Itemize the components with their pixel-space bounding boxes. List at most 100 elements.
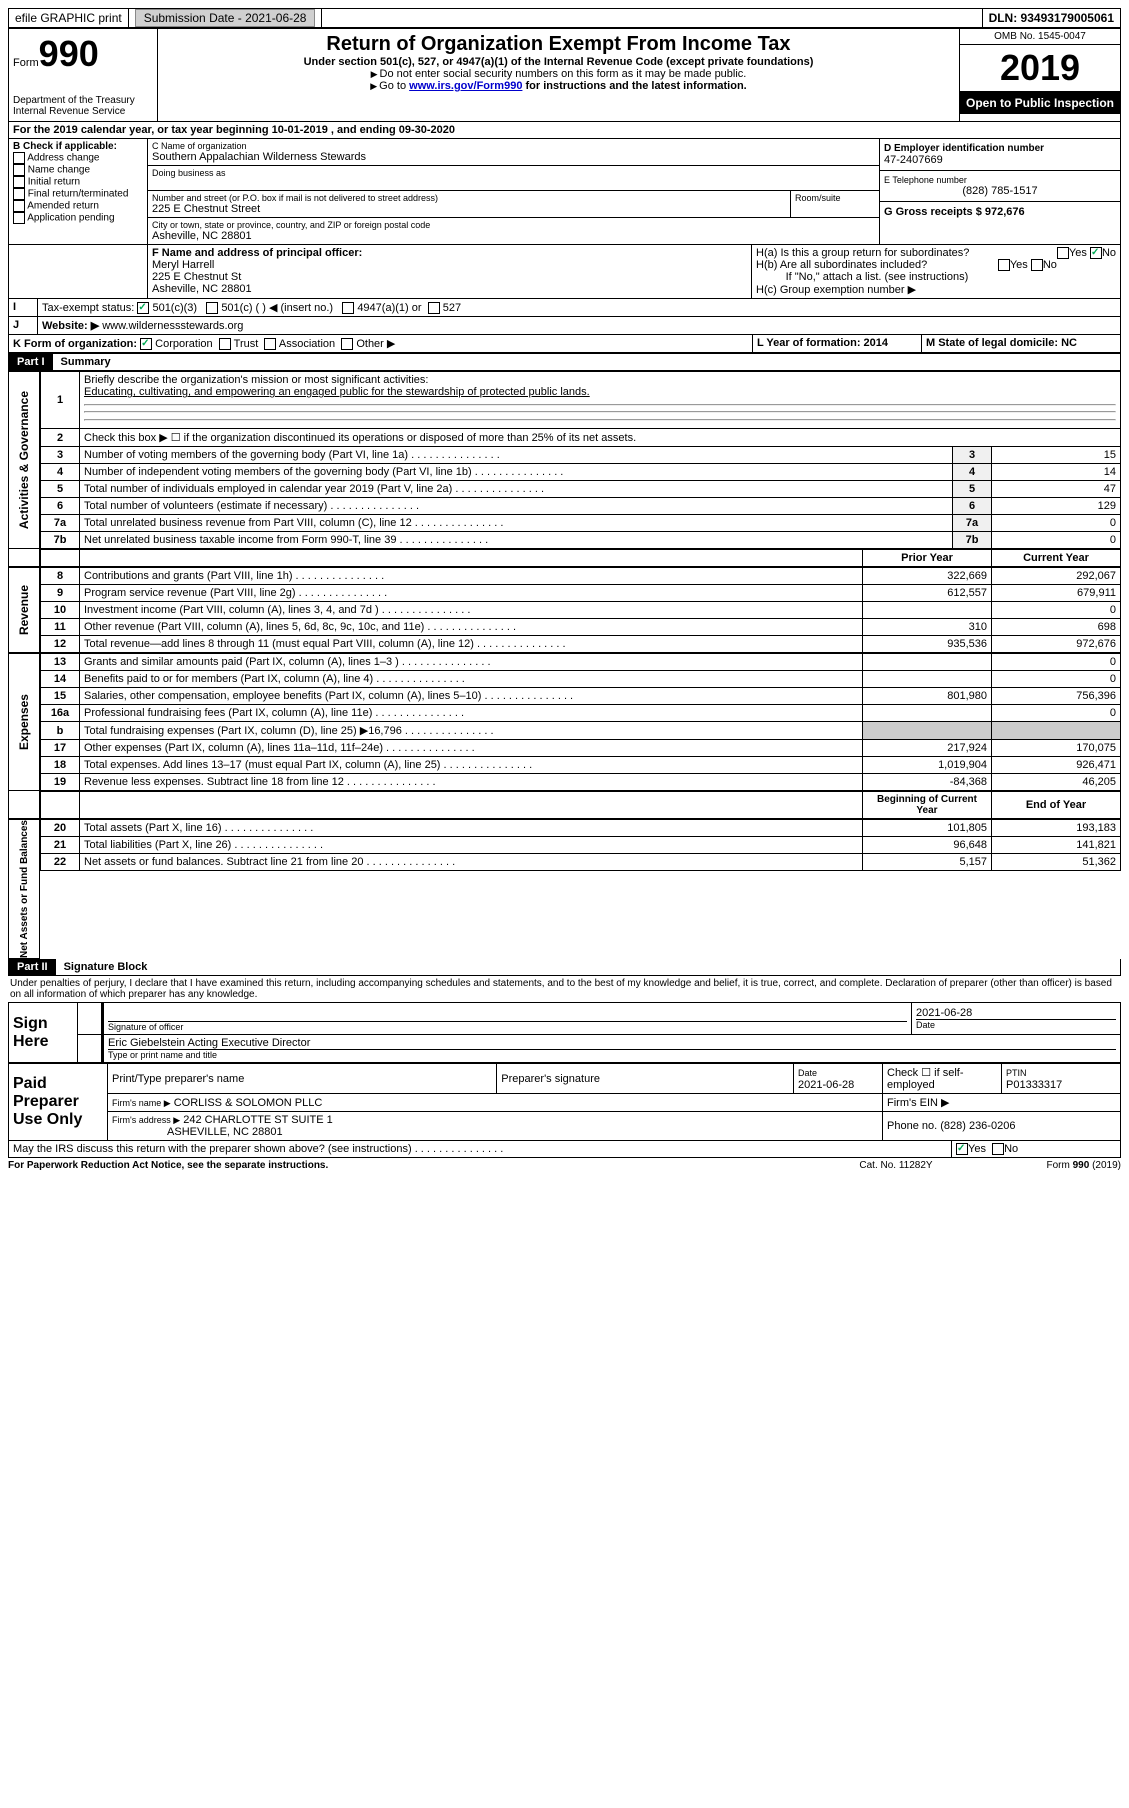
form-subtitle: Under section 501(c), 527, or 4947(a)(1)… [162,56,955,68]
hc-label: H(c) Group exemption number ▶ [756,283,1116,296]
irs-link[interactable]: www.irs.gov/Form990 [409,80,522,92]
public-inspection: Open to Public Inspection [960,92,1120,114]
box-b-item[interactable]: Application pending [13,212,143,224]
trust-check[interactable] [219,338,231,350]
sign-here-label: Sign Here [9,1003,78,1063]
self-employed: Check ☐ if self-employed [883,1064,1002,1094]
col-end: End of Year [992,792,1121,819]
city-label: City or town, state or province, country… [152,220,875,230]
submission-date: Submission Date - 2021-06-28 [135,9,316,27]
box-e-label: E Telephone number [884,175,1116,185]
print-name-label: Type or print name and title [108,1050,1116,1060]
room-label: Room/suite [790,191,879,217]
prep-sig-label: Preparer's signature [497,1064,794,1094]
website-label: Website: ▶ [42,320,99,332]
4947-check[interactable] [342,302,354,314]
data-row: 15Salaries, other compensation, employee… [41,688,1121,705]
col-begin: Beginning of Current Year [863,792,992,819]
trust-label: Trust [234,338,259,350]
data-row: 19Revenue less expenses. Subtract line 1… [41,774,1121,791]
gov-row: 4Number of independent voting members of… [41,464,1121,481]
4947-label: 4947(a)(1) or [357,302,421,314]
box-b-item[interactable]: Initial return [13,176,143,188]
efile-label: efile GRAPHIC print [9,9,129,27]
discuss-no[interactable] [992,1143,1004,1155]
ha-no[interactable] [1090,247,1102,259]
tax-status-label: Tax-exempt status: [42,302,134,314]
form-id-box: Form990 Department of the Treasury Inter… [9,29,158,121]
form-title: Return of Organization Exempt From Incom… [162,33,955,56]
goto-post: for instructions and the latest informat… [522,80,746,92]
hb-yes[interactable] [998,259,1010,271]
other-check[interactable] [341,338,353,350]
box-b-item[interactable]: Address change [13,152,143,164]
dept-treasury: Department of the Treasury Internal Reve… [13,95,153,117]
box-b-label: B Check if applicable: [13,141,143,152]
street-address: 225 E Chestnut Street [152,203,786,215]
501c3-check[interactable] [137,302,149,314]
firm-addr1: 242 CHARLOTTE ST SUITE 1 [183,1114,333,1126]
org-name: Southern Appalachian Wilderness Stewards [152,151,875,163]
part2-title: Signature Block [56,959,156,975]
discuss-yes[interactable] [956,1143,968,1155]
cat-no: Cat. No. 11282Y [821,1160,971,1171]
corp-check[interactable] [140,338,152,350]
goto-pre: Go to [379,80,409,92]
prep-date-label: Date [798,1068,817,1078]
box-c-label: C Name of organization [152,141,875,151]
form-number: 990 [39,33,99,74]
data-row: 18Total expenses. Add lines 13–17 (must … [41,757,1121,774]
ha-yes[interactable] [1057,247,1069,259]
prep-date: 2021-06-28 [798,1079,854,1091]
officer-addr2: Asheville, NC 28801 [152,283,252,295]
form-word: Form [13,57,39,69]
paid-preparer-label: Paid Preparer Use Only [9,1064,108,1141]
501c-label: 501(c) ( ) ◀ (insert no.) [221,302,333,314]
box-b-item[interactable]: Amended return [13,200,143,212]
hb-label: H(b) Are all subordinates included? [756,259,927,271]
side-netassets: Net Assets or Fund Balances [19,820,30,958]
dba-label: Doing business as [152,168,875,178]
gov-row: 6Total number of volunteers (estimate if… [41,498,1121,515]
501c3-label: 501(c)(3) [152,302,197,314]
assoc-check[interactable] [264,338,276,350]
firm-label: Firm's name ▶ [112,1098,171,1108]
data-row: 12Total revenue—add lines 8 through 11 (… [41,636,1121,653]
mission-text: Educating, cultivating, and empowering a… [84,386,590,398]
officer-name: Meryl Harrell [152,259,214,271]
form-title-box: Return of Organization Exempt From Incom… [158,29,960,121]
h-note: If "No," attach a list. (see instruction… [756,271,1116,283]
data-row: 13Grants and similar amounts paid (Part … [41,654,1121,671]
addr-label: Number and street (or P.O. box if mail i… [152,193,786,203]
state-domicile: M State of legal domicile: NC [926,337,1077,349]
col-prior: Prior Year [863,550,992,567]
form-year-box: OMB No. 1545-0047 2019 Open to Public In… [960,29,1120,121]
prep-name-label: Print/Type preparer's name [108,1064,497,1094]
box-b-item[interactable]: Name change [13,164,143,176]
line-j: J [9,317,38,334]
website-url: www.wildernessstewards.org [99,320,243,332]
sign-date: 2021-06-28 [916,1007,1116,1020]
data-row: 9Program service revenue (Part VIII, lin… [41,585,1121,602]
527-label: 527 [443,302,461,314]
527-check[interactable] [428,302,440,314]
col-current: Current Year [992,550,1121,567]
line-i: I [9,299,38,316]
part1-title: Summary [53,354,119,370]
hb-no[interactable] [1031,259,1043,271]
corp-label: Corporation [155,338,212,350]
501c-check[interactable] [206,302,218,314]
gross-receipts: G Gross receipts $ 972,676 [884,206,1025,218]
discuss-question: May the IRS discuss this return with the… [13,1143,503,1155]
ein: 47-2407669 [884,154,1116,166]
assoc-label: Association [279,338,335,350]
firm-ein-label: Firm's EIN ▶ [883,1094,1121,1112]
box-d-label: D Employer identification number [884,143,1116,154]
side-governance: Activities & Governance [17,391,31,529]
ptin-label: PTIN [1006,1068,1027,1078]
phone: (828) 785-1517 [884,185,1116,197]
gov-row: 3Number of voting members of the governi… [41,447,1121,464]
data-row: 17Other expenses (Part IX, column (A), l… [41,740,1121,757]
perjury-declaration: Under penalties of perjury, I declare th… [8,976,1121,1002]
box-b-item[interactable]: Final return/terminated [13,188,143,200]
